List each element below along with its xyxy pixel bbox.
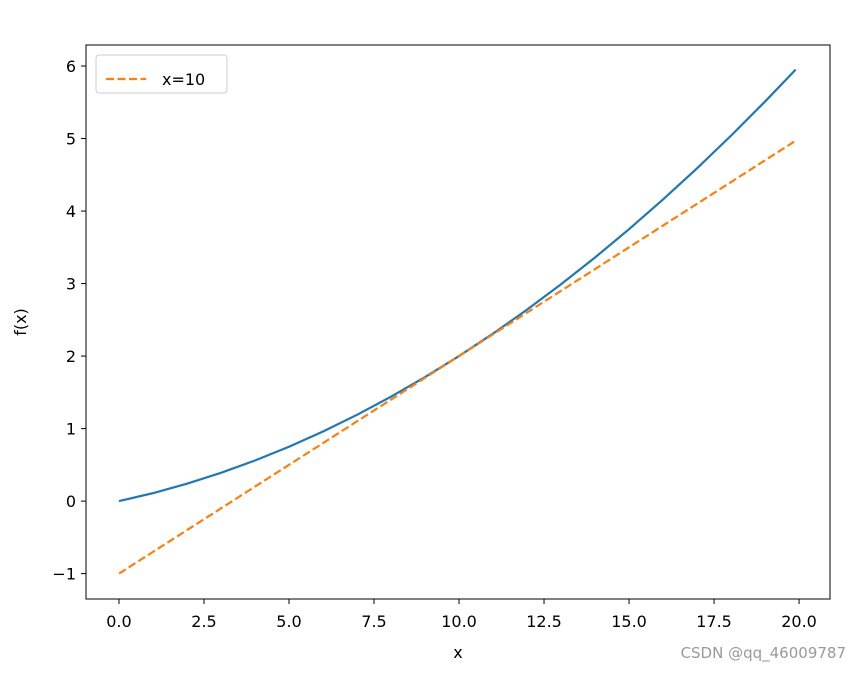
x-tick-label: 5.0 bbox=[276, 612, 301, 631]
y-tick-label: 4 bbox=[66, 202, 76, 221]
x-tick-label: 2.5 bbox=[191, 612, 216, 631]
y-tick-label: 5 bbox=[66, 130, 76, 149]
x-tick-label: 17.5 bbox=[696, 612, 732, 631]
series-line bbox=[118, 139, 797, 575]
y-tick-label: 0 bbox=[66, 492, 76, 511]
x-tick-label: 12.5 bbox=[526, 612, 562, 631]
x-tick-label: 0.0 bbox=[106, 612, 131, 631]
plot-frame bbox=[85, 44, 831, 600]
y-tick-label: −1 bbox=[52, 565, 76, 584]
y-tick-label: 1 bbox=[66, 420, 76, 439]
x-tick-label: 10.0 bbox=[441, 612, 477, 631]
x-tick-label: 7.5 bbox=[361, 612, 386, 631]
y-tick-label: 6 bbox=[66, 57, 76, 76]
legend-label: x=10 bbox=[162, 70, 205, 89]
x-tick-label: 20.0 bbox=[781, 612, 817, 631]
x-tick-label: 15.0 bbox=[611, 612, 647, 631]
x-axis-label: x bbox=[453, 643, 462, 662]
y-tick-label: 2 bbox=[66, 347, 76, 366]
y-axis-label: f(x) bbox=[11, 308, 30, 336]
legend-box bbox=[95, 54, 228, 94]
y-tick-label: 3 bbox=[66, 275, 76, 294]
watermark: CSDN @qq_46009787 bbox=[681, 644, 846, 663]
